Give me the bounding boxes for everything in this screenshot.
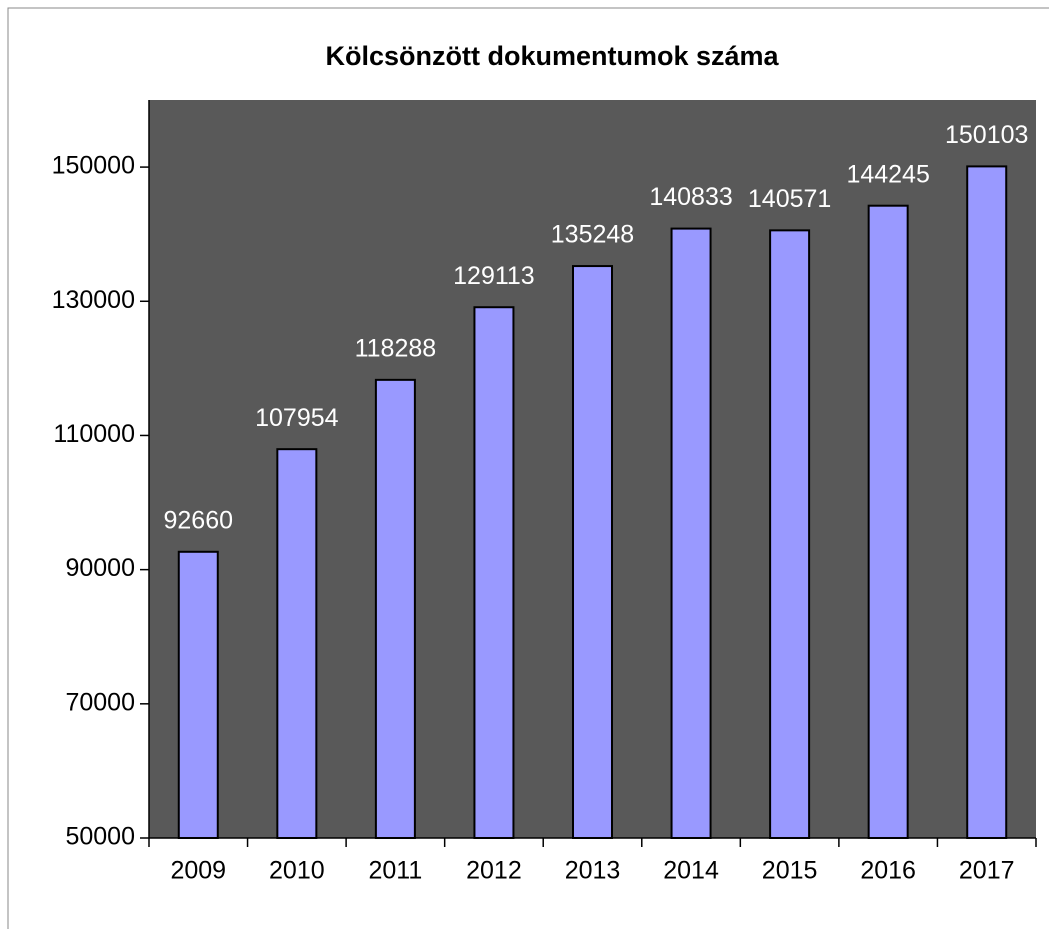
data-label: 140571 [748, 185, 831, 213]
data-label: 150103 [945, 121, 1028, 149]
y-tick-label: 150000 [52, 152, 135, 180]
y-tick-label: 90000 [65, 554, 135, 582]
data-label: 118288 [355, 334, 437, 362]
data-label: 144245 [846, 160, 929, 188]
data-label: 129113 [453, 262, 535, 290]
data-label: 140833 [649, 183, 732, 211]
x-tick-label: 2009 [170, 857, 226, 885]
chart-title: Kölcsönzött dokumentumok száma [325, 41, 779, 71]
x-tick-label: 2015 [762, 857, 818, 885]
chart-frame [7, 7, 1049, 929]
data-label: 135248 [551, 221, 634, 249]
x-tick-label: 2014 [663, 857, 719, 885]
bar [966, 165, 1008, 839]
bar [374, 378, 416, 839]
bar [276, 448, 318, 839]
bar [867, 204, 909, 839]
y-tick-label: 130000 [52, 286, 135, 314]
x-tick-label: 2010 [269, 857, 325, 885]
x-tick-label: 2012 [466, 857, 522, 885]
bar [177, 550, 219, 839]
bar [670, 227, 712, 839]
data-label: 107954 [255, 404, 339, 432]
y-tick-label: 70000 [65, 688, 135, 716]
x-tick-label: 2017 [959, 857, 1015, 885]
x-tick-label: 2016 [860, 857, 916, 885]
y-tick-label: 110000 [53, 420, 135, 448]
y-tick-label: 50000 [65, 823, 135, 851]
bar [572, 265, 613, 839]
bar [769, 229, 811, 839]
data-label: 92660 [164, 506, 234, 534]
x-tick-label: 2013 [565, 857, 621, 885]
x-tick-label: 2011 [369, 857, 423, 885]
bar [473, 306, 515, 839]
